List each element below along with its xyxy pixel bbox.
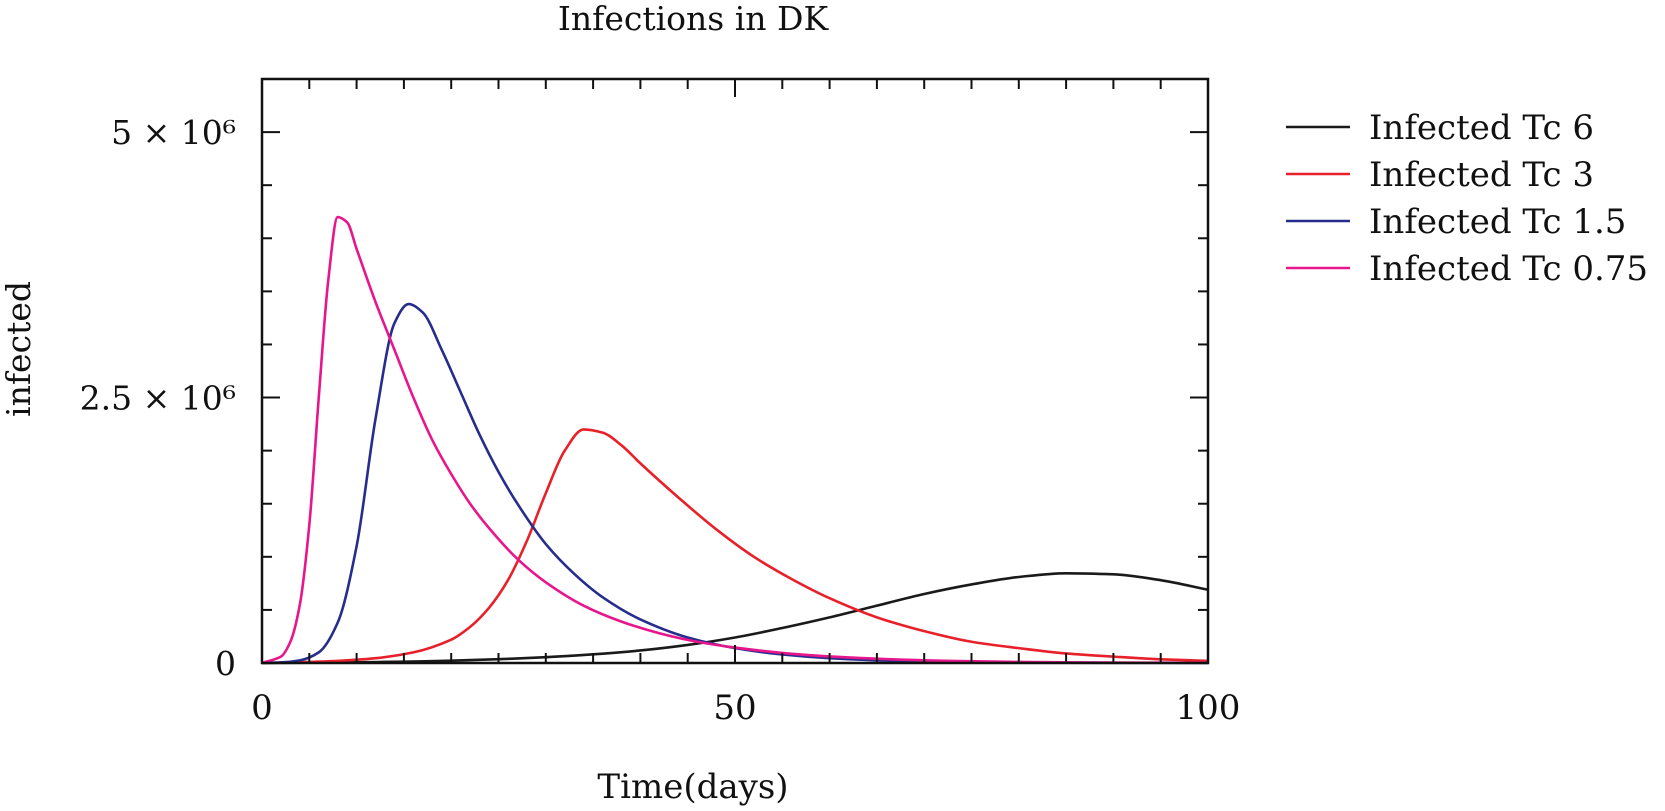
x-tick-label: 50 bbox=[713, 688, 756, 728]
series-layer bbox=[261, 215, 1209, 665]
legend-label: Infected Tc 3 bbox=[1369, 155, 1594, 195]
series-line-3 bbox=[261, 302, 1209, 665]
series-line-2 bbox=[261, 428, 1209, 665]
x-axis-label: Time(days) bbox=[597, 767, 788, 807]
plot-frame bbox=[260, 77, 1210, 665]
legend-label: Infected Tc 1.5 bbox=[1369, 202, 1626, 242]
x-tick-label: 100 bbox=[1176, 688, 1241, 728]
chart-title: Infections in DK bbox=[558, 0, 830, 38]
x-tick-label: 0 bbox=[251, 688, 273, 728]
y-tick-label: 2.5 × 10⁶ bbox=[80, 379, 236, 418]
series-line-4 bbox=[261, 215, 1209, 665]
ticks-layer: 0 50 100 0 2.5 × 10⁶ 5 × 10⁶ bbox=[80, 78, 1241, 728]
y-tick-label: 0 bbox=[215, 644, 236, 683]
legend: Infected Tc 6 Infected Tc 3 Infected Tc 1.… bbox=[1286, 108, 1648, 289]
series-line-1 bbox=[261, 571, 1209, 665]
legend-label: Infected Tc 6 bbox=[1369, 108, 1594, 148]
y-tick-label: 5 × 10⁶ bbox=[111, 113, 236, 152]
y-axis-label: infected bbox=[0, 281, 38, 417]
legend-label: Infected Tc 0.75 bbox=[1369, 249, 1648, 289]
